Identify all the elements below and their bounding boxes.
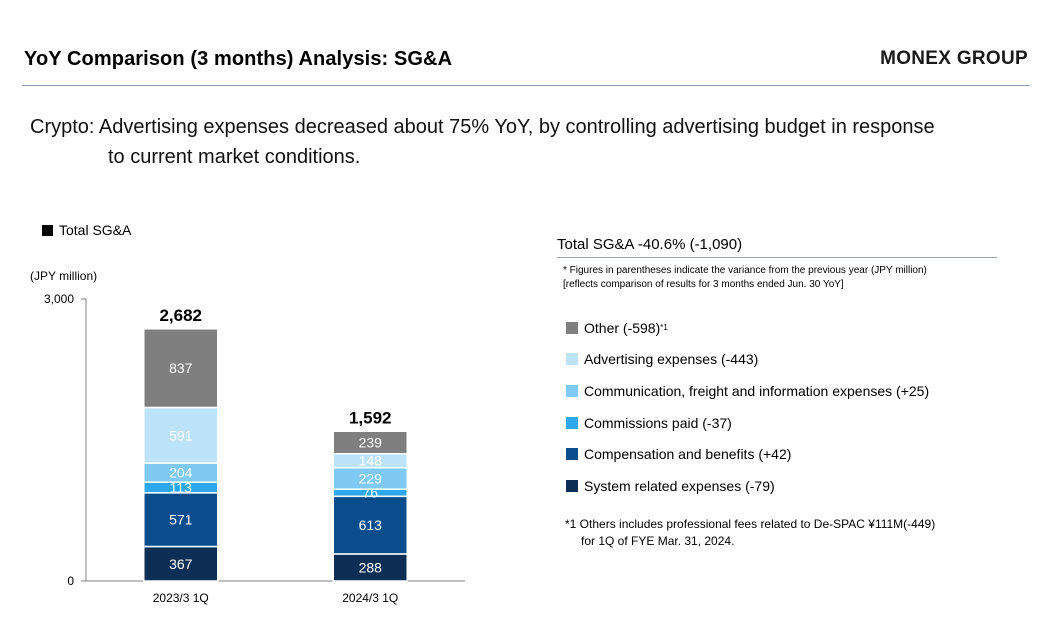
y-tick-label: 3,000 [44, 292, 74, 306]
variance-note-line-1: * Figures in parentheses indicate the va… [563, 265, 927, 276]
category-legend-item: Advertising expenses (-443) [566, 344, 997, 376]
bar-segment-label: 613 [359, 517, 383, 533]
brand-logo-text: MONEX GROUP [880, 48, 1028, 69]
legend-item-label: Advertising expenses (-443) [584, 351, 759, 368]
footnote-line-2: for 1Q of FYE Mar. 31, 2024. [581, 533, 735, 548]
sga-total-title: Total SG&A -40.6% (-1,090) [557, 236, 997, 258]
header-divider [22, 85, 1030, 86]
legend-item-label: Compensation and benefits (+42) [584, 446, 792, 463]
variance-note: * Figures in parentheses indicate the va… [563, 264, 997, 292]
bar-segment [332, 430, 408, 455]
headline: Crypto: Advertising expenses decreased a… [30, 112, 1030, 172]
y-axis-unit-label: (JPY million) [30, 269, 98, 283]
bar-segment [143, 492, 219, 548]
bar-segment [143, 406, 219, 464]
x-tick-label: 2024/3 1Q [342, 591, 398, 605]
bar-segment-label: 591 [169, 427, 193, 443]
chart-legend: Total SG&A [42, 222, 131, 238]
category-legend-list: Other (-598) *1 Advertising expenses (-443… [566, 312, 997, 502]
variance-note-line-2: [reflects comparison of results for 3 mo… [563, 279, 844, 290]
y-tick-label: 0 [67, 574, 74, 588]
bar-segment-label: 571 [169, 512, 193, 528]
category-legend-item: System related expenses (-79) [566, 470, 997, 502]
bar-segment [143, 545, 219, 582]
category-legend-item: Communication, freight and information e… [566, 375, 997, 407]
bar-total-label: 1,592 [349, 408, 392, 427]
headline-line-2: to current market conditions. [108, 146, 361, 168]
legend-item-footnote-mark: *1 [660, 323, 668, 333]
bar-segment-label: 367 [169, 556, 193, 572]
bar-segment-label: 148 [359, 453, 383, 469]
bar-segment [332, 553, 408, 582]
legend-item-label: System related expenses (-79) [584, 477, 775, 494]
category-legend-item: Other (-598) *1 [566, 312, 997, 344]
legend-item-label: Other (-598) [584, 319, 661, 336]
bar-segment-label: 837 [169, 360, 193, 376]
bar-segment-label: 113 [170, 480, 193, 496]
legend-swatch [566, 416, 578, 429]
category-legend-item: Compensation and benefits (+42) [566, 438, 997, 470]
legend-swatch [566, 321, 578, 334]
footnote-line-1: *1 Others includes professional fees rel… [565, 516, 936, 531]
bar-total-label: 2,682 [159, 306, 202, 325]
bar-segment [143, 328, 219, 409]
category-legend-item: Commissions paid (-37) [566, 407, 997, 439]
sga-breakdown-panel: Total SG&A -40.6% (-1,090) * Figures in … [557, 236, 997, 550]
x-tick-label: 2023/3 1Q [153, 591, 209, 605]
headline-line-1: Crypto: Advertising expenses decreased a… [30, 116, 935, 138]
legend-item-label: Communication, freight and information e… [584, 382, 930, 399]
bar-segment-label: 239 [359, 434, 383, 450]
legend-item-label: Commissions paid (-37) [584, 414, 732, 431]
bar-segment-label: 288 [359, 559, 383, 575]
footnote: *1 Others includes professional fees rel… [565, 516, 997, 550]
legend-swatch-total [42, 224, 53, 236]
bar-segment-label: 204 [169, 465, 193, 481]
legend-swatch [566, 384, 578, 397]
legend-swatch [566, 479, 578, 492]
bar-segment-label: 229 [359, 470, 383, 486]
legend-swatch [566, 353, 578, 366]
legend-swatch [566, 448, 578, 461]
legend-label-total: Total SG&A [59, 222, 132, 238]
page-title: YoY Comparison (3 months) Analysis: SG&A [24, 48, 453, 70]
